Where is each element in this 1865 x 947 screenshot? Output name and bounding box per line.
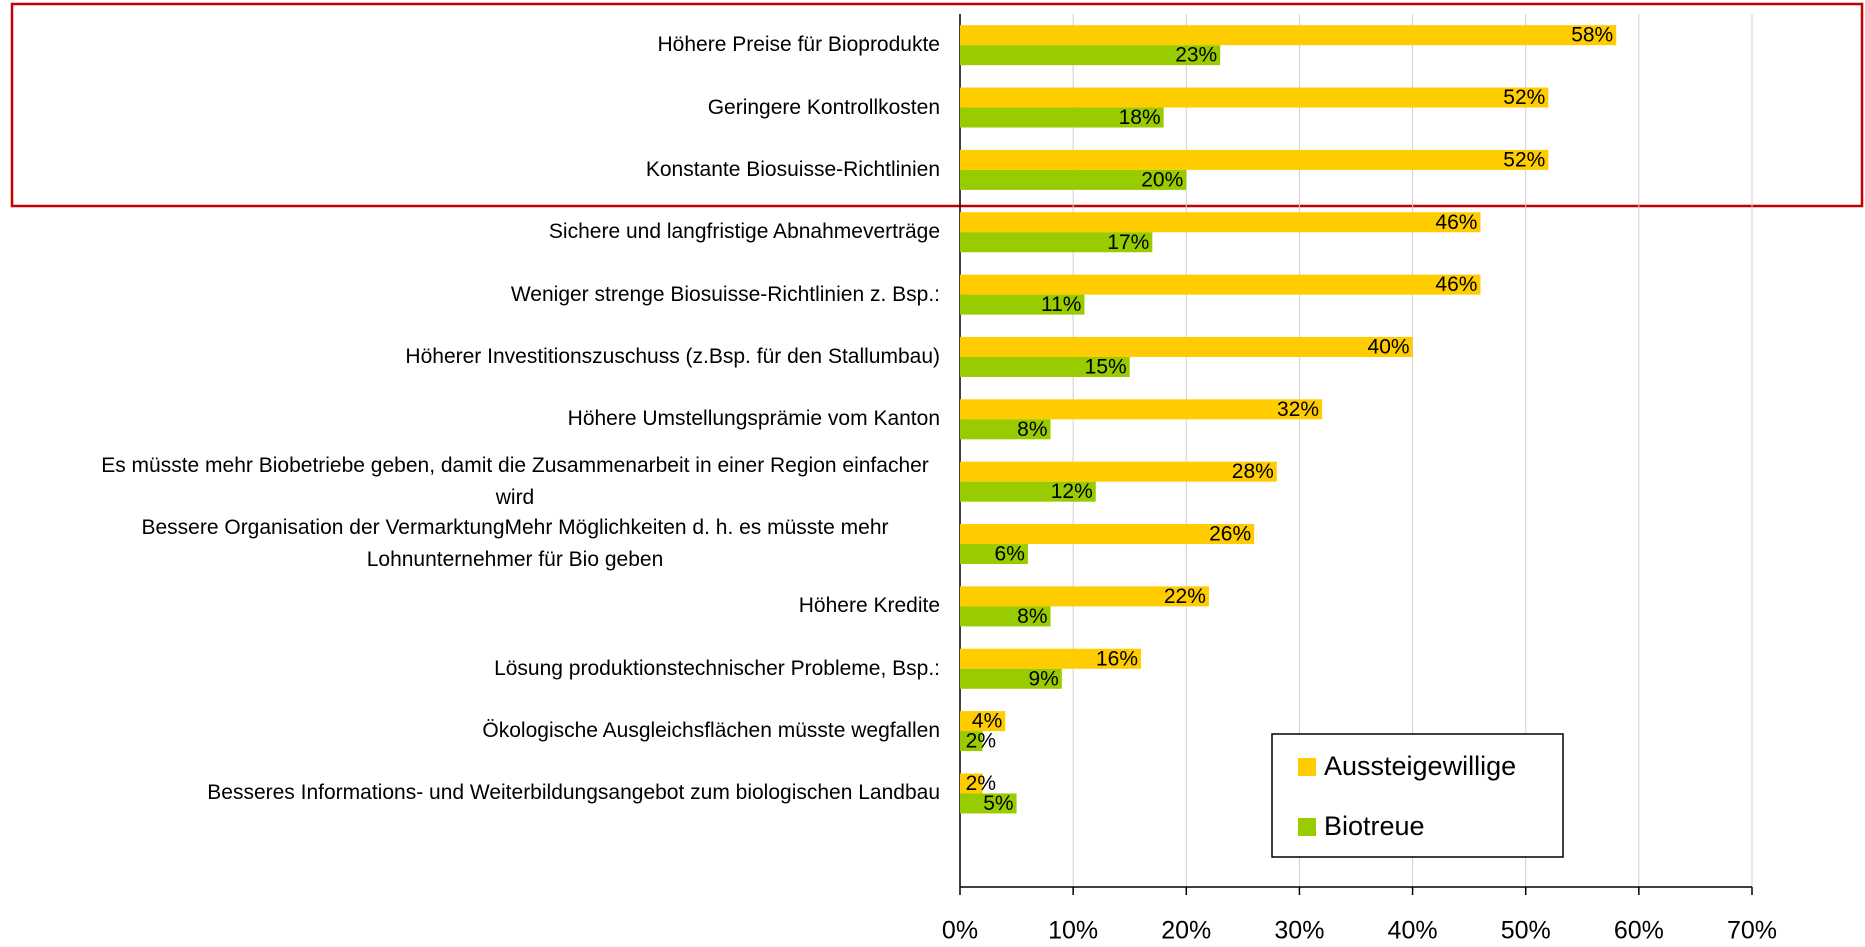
bar (960, 419, 1051, 440)
category-text: Lösung produktionstechnischer Probleme, … (494, 656, 940, 680)
x-tick-label: 0% (942, 917, 978, 945)
category-text: Höhere Kredite (798, 594, 940, 618)
value-label: 58% (1571, 24, 1613, 47)
category-text: Geringere Kontrollkosten (707, 95, 940, 119)
category-text: Höherer Investitionszuschuss (z.Bsp. für… (405, 344, 940, 368)
bar (960, 606, 1051, 627)
legend-label: Biotreue (1324, 811, 1425, 841)
highlight-box (10, 2, 1864, 208)
category-label: Bessere Organisation der VermarktungMehr… (90, 507, 940, 581)
bar (960, 731, 983, 752)
bar (960, 461, 1277, 482)
value-label: 5% (983, 792, 1013, 815)
value-label: 52% (1503, 148, 1545, 171)
bar (960, 87, 1549, 108)
category-text: Sichere und langfristige Abnahmeverträge (548, 220, 940, 244)
bar (960, 107, 1164, 128)
x-tick-label: 50% (1501, 917, 1551, 945)
value-label: 26% (1209, 523, 1251, 546)
category-label: Konstante Biosuisse-Richtlinien (90, 133, 940, 207)
category-text: Höhere Umstellungsprämie vom Kanton (567, 407, 940, 431)
value-label: 11% (1041, 293, 1081, 316)
value-label: 9% (1028, 667, 1058, 690)
x-tick-label: 70% (1727, 917, 1777, 945)
bar (960, 481, 1096, 502)
bar (960, 524, 1255, 545)
x-tick-label: 40% (1388, 917, 1438, 945)
value-label: 16% (1096, 647, 1138, 670)
category-text: Konstante Biosuisse-Richtlinien (645, 157, 940, 181)
bar (960, 586, 1209, 607)
category-text: Ökologische Ausgleichsflächen müsste weg… (482, 719, 940, 743)
bar (960, 793, 1017, 814)
value-label: 2% (966, 730, 996, 753)
category-text: Es müsste mehr Biobetriebe geben, damit … (101, 453, 929, 509)
bar (960, 149, 1549, 170)
value-label: 4% (972, 710, 1002, 733)
value-label: 2% (966, 772, 996, 795)
bar (960, 648, 1142, 669)
value-label: 17% (1107, 231, 1149, 254)
value-label: 8% (1017, 418, 1047, 441)
legend-box (1271, 733, 1564, 858)
x-tick-label: 60% (1614, 917, 1664, 945)
bar (960, 25, 1617, 46)
value-label: 52% (1503, 86, 1545, 109)
category-text: Bessere Organisation der VermarktungMehr… (141, 516, 889, 572)
legend-swatch (1298, 818, 1316, 836)
value-label: 28% (1232, 460, 1274, 483)
bar (960, 711, 1006, 732)
value-label: 12% (1051, 480, 1093, 503)
value-label: 32% (1277, 398, 1319, 421)
value-label: 8% (1017, 605, 1047, 628)
category-label: Es müsste mehr Biobetriebe geben, damit … (90, 445, 940, 519)
category-label: Höherer Investitionszuschuss (z.Bsp. für… (90, 320, 940, 394)
legend-label: Aussteigewillige (1324, 751, 1516, 781)
category-text: Besseres Informations- und Weiterbildung… (207, 781, 940, 805)
bar (960, 399, 1323, 420)
category-label: Höhere Preise für Bioprodukte (90, 8, 941, 82)
category-label: Weniger strenge Biosuisse-Richtlinien z.… (90, 257, 940, 331)
value-label: 23% (1175, 44, 1217, 67)
value-label: 15% (1085, 356, 1127, 379)
bar (960, 45, 1221, 66)
x-tick-label: 30% (1274, 917, 1324, 945)
category-text: Weniger strenge Biosuisse-Richtlinien z.… (510, 282, 940, 306)
bar (960, 356, 1130, 377)
bar (960, 274, 1481, 295)
category-label: Höhere Kredite (90, 569, 940, 643)
bar (960, 336, 1413, 357)
bar (960, 294, 1085, 315)
value-label: 20% (1141, 168, 1183, 191)
category-label: Lösung produktionstechnischer Probleme, … (90, 632, 940, 706)
x-tick-label: 10% (1048, 917, 1098, 945)
bar (960, 169, 1187, 190)
bar (960, 773, 983, 794)
value-label: 18% (1119, 106, 1161, 129)
bar (960, 668, 1062, 689)
category-text: Höhere Preise für Bioprodukte (657, 33, 941, 57)
bar (960, 232, 1153, 253)
value-label: 40% (1368, 336, 1410, 359)
category-label: Geringere Kontrollkosten (90, 70, 940, 144)
value-label: 46% (1435, 273, 1477, 296)
category-label: Höhere Umstellungsprämie vom Kanton (90, 382, 940, 456)
bar (960, 544, 1028, 565)
x-tick-label: 20% (1161, 917, 1211, 945)
category-label: Sichere und langfristige Abnahmeverträge (90, 195, 940, 269)
value-label: 46% (1435, 211, 1477, 234)
category-label: Ökologische Ausgleichsflächen müsste weg… (90, 694, 940, 768)
bar (960, 212, 1481, 233)
category-label: Besseres Informations- und Weiterbildung… (90, 756, 940, 830)
legend-swatch (1298, 758, 1316, 776)
value-label: 22% (1164, 585, 1206, 608)
value-label: 6% (995, 543, 1025, 566)
